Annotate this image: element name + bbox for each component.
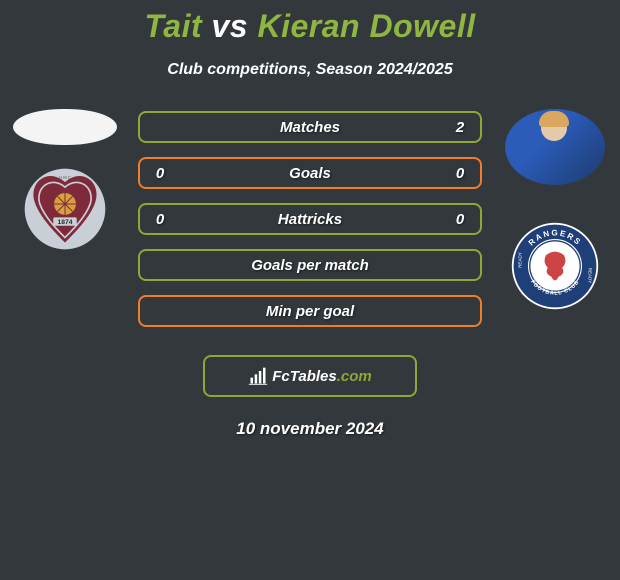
stat-label: Goals per match [140,257,480,274]
stat-bar: Min per goal [138,295,482,327]
svg-text:READY: READY [587,268,592,284]
crest-year: 1874 [58,219,73,226]
stat-label: Min per goal [140,303,480,320]
title-player-right: Kieran Dowell [257,8,475,44]
title-vs: vs [212,8,249,44]
comparison-row: 1874 H M C Matches2 0Goals0 0Hattricks0 Goa… [0,109,620,327]
stat-bar: 0Goals0 [138,157,482,189]
bar-chart-icon [248,366,268,386]
club-crest-rangers: RANGERS FOOTBALL CLUB READY READY [510,221,600,311]
subtitle: Club competitions, Season 2024/2025 [0,61,620,79]
stat-bar: Matches2 [138,111,482,143]
stat-label: Matches [140,119,480,136]
player-photo-left [13,109,117,145]
right-column: RANGERS FOOTBALL CLUB READY READY [500,109,610,311]
footer-brand-text: FcTables.com [272,368,371,385]
svg-text:READY: READY [518,252,523,268]
left-column: 1874 H M C [10,109,120,251]
footer-brand-box[interactable]: FcTables.com [203,355,417,397]
stat-label: Goals [140,165,480,182]
page-title: Tait vs Kieran Dowell [0,8,620,45]
date-text: 10 november 2024 [0,419,620,439]
player-photo-right [505,109,605,185]
title-player-left: Tait [144,8,202,44]
stat-bar: Goals per match [138,249,482,281]
stats-column: Matches2 0Goals0 0Hattricks0 Goals per matc… [138,109,482,327]
stat-bar: 0Hattricks0 [138,203,482,235]
stat-label: Hattricks [140,211,480,228]
club-crest-hearts: 1874 H M C [23,167,107,251]
svg-text:H M C: H M C [59,175,71,180]
